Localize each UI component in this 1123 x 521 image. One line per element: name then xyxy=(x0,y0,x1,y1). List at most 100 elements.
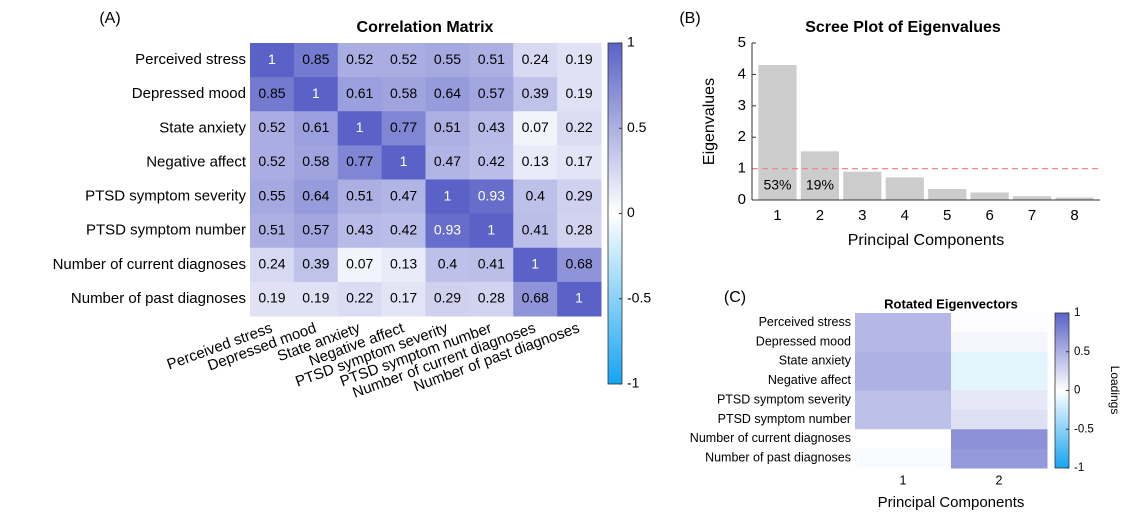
heatmap-cell xyxy=(425,179,470,215)
heatmap-cell xyxy=(250,247,295,283)
heatmap-cell xyxy=(381,111,426,146)
heatmap-cell xyxy=(557,77,602,112)
cell-label: 0.19 xyxy=(565,51,592,67)
heatmap-cell xyxy=(557,145,602,180)
bar xyxy=(1013,196,1052,200)
row-label: Depressed mood xyxy=(132,85,246,102)
x-tick-label: 1 xyxy=(773,207,781,224)
x-tick-label: 5 xyxy=(943,207,951,224)
heatmap-cell xyxy=(293,77,339,112)
chart-title: Correlation Matrix xyxy=(357,19,494,36)
cell-label: 0.28 xyxy=(478,290,505,306)
colorbar-tick-label: -0.5 xyxy=(627,289,651,305)
cell-label: 1 xyxy=(575,290,583,306)
bar xyxy=(800,151,839,200)
heatmap-cell xyxy=(250,145,295,180)
heatmap-cell xyxy=(557,43,602,78)
bar xyxy=(885,177,924,200)
heatmap-cell xyxy=(425,145,470,180)
heatmap-cell xyxy=(337,179,383,215)
heatmap-cell xyxy=(855,429,952,450)
col-label: 1 xyxy=(900,473,907,487)
cell-label: 0.13 xyxy=(522,153,549,169)
heatmap-cell xyxy=(250,213,295,249)
x-tick-label: 4 xyxy=(901,207,909,224)
row-label: Number of current diagnoses xyxy=(690,431,851,445)
heatmap-cell xyxy=(951,448,1048,469)
heatmap-cell xyxy=(250,179,295,215)
cell-label: 0.07 xyxy=(346,256,373,272)
panel-label: (A) xyxy=(99,10,120,27)
cell-label: 0.4 xyxy=(438,256,458,272)
x-tick-label: 2 xyxy=(816,207,824,224)
colorbar-label: Loadings xyxy=(1108,366,1122,415)
cell-label: 0.51 xyxy=(258,221,285,237)
heatmap-cell xyxy=(513,179,558,215)
cell-label: 0.68 xyxy=(522,290,549,306)
cell-label: 0.58 xyxy=(302,153,329,169)
heatmap-cell xyxy=(293,179,339,215)
heatmap-cell xyxy=(337,111,383,146)
heatmap-cell xyxy=(293,145,339,180)
cell-label: 0.24 xyxy=(522,51,549,67)
cell-label: 0.93 xyxy=(434,221,461,237)
cell-label: 0.19 xyxy=(258,290,285,306)
row-label: State anxiety xyxy=(159,119,246,136)
heatmap-cell xyxy=(337,77,383,112)
heatmap-cell xyxy=(513,43,558,78)
cell-label: 1 xyxy=(531,256,539,272)
row-label: Depressed mood xyxy=(756,334,851,348)
colorbar-tick-label: 1 xyxy=(1074,307,1080,319)
cell-label: 0.41 xyxy=(478,256,505,272)
colorbar-tick-label: 0 xyxy=(1074,385,1080,397)
cell-label: 0.17 xyxy=(565,153,592,169)
cell-label: 0.19 xyxy=(565,85,592,101)
colorbar-tick-label: 0.5 xyxy=(1074,346,1090,358)
heatmap-cell xyxy=(951,371,1048,391)
cell-label: 0.13 xyxy=(390,256,417,272)
cell-label: 0.61 xyxy=(302,119,329,135)
cell-label: 0.39 xyxy=(302,256,329,272)
bar xyxy=(843,171,882,200)
row-label: PTSD symptom severity xyxy=(717,392,852,406)
heatmap-cell xyxy=(469,111,514,146)
colorbar-tick-label: -1 xyxy=(627,375,640,391)
y-axis-label: Eigenvalues xyxy=(701,78,718,165)
heatmap-cell xyxy=(855,390,952,411)
cell-label: 0.42 xyxy=(390,221,417,237)
heatmap-cell xyxy=(337,145,383,180)
heatmap-cell xyxy=(293,213,339,249)
heatmap-cell xyxy=(381,179,426,215)
panel-label: (B) xyxy=(679,10,700,27)
cell-label: 0.52 xyxy=(258,119,285,135)
row-label: PTSD symptom number xyxy=(86,222,246,239)
cell-label: 1 xyxy=(400,153,408,169)
heatmap-cell xyxy=(469,145,514,180)
heatmap-cell xyxy=(855,371,952,391)
row-label: Perceived stress xyxy=(759,315,851,329)
y-tick-label: 0 xyxy=(738,191,746,208)
heatmap-cell xyxy=(425,77,470,112)
cell-label: 0.68 xyxy=(565,256,592,272)
colorbar-tick-label: 0 xyxy=(627,204,635,220)
heatmap-cell xyxy=(513,247,558,283)
heatmap-cell xyxy=(293,43,339,78)
heatmap-cell xyxy=(855,409,952,430)
heatmap-cell xyxy=(951,313,1048,333)
heatmap-cell xyxy=(469,43,514,78)
panel-label: (C) xyxy=(724,289,746,306)
cell-label: 0.93 xyxy=(478,187,505,203)
heatmap-cell xyxy=(855,313,952,333)
heatmap-cell xyxy=(337,43,383,78)
cell-label: 0.43 xyxy=(478,119,505,135)
cell-label: 0.39 xyxy=(522,85,549,101)
heatmap-cell xyxy=(381,145,426,180)
colorbar-tick-label: -1 xyxy=(1074,462,1084,474)
cell-label: 0.52 xyxy=(390,51,417,67)
heatmap-cell xyxy=(425,281,470,317)
cell-label: 0.85 xyxy=(258,85,285,101)
cell-label: 0.55 xyxy=(258,187,285,203)
cell-label: 0.64 xyxy=(302,187,329,203)
heatmap-cell xyxy=(951,429,1048,450)
cell-label: 0.24 xyxy=(258,256,285,272)
